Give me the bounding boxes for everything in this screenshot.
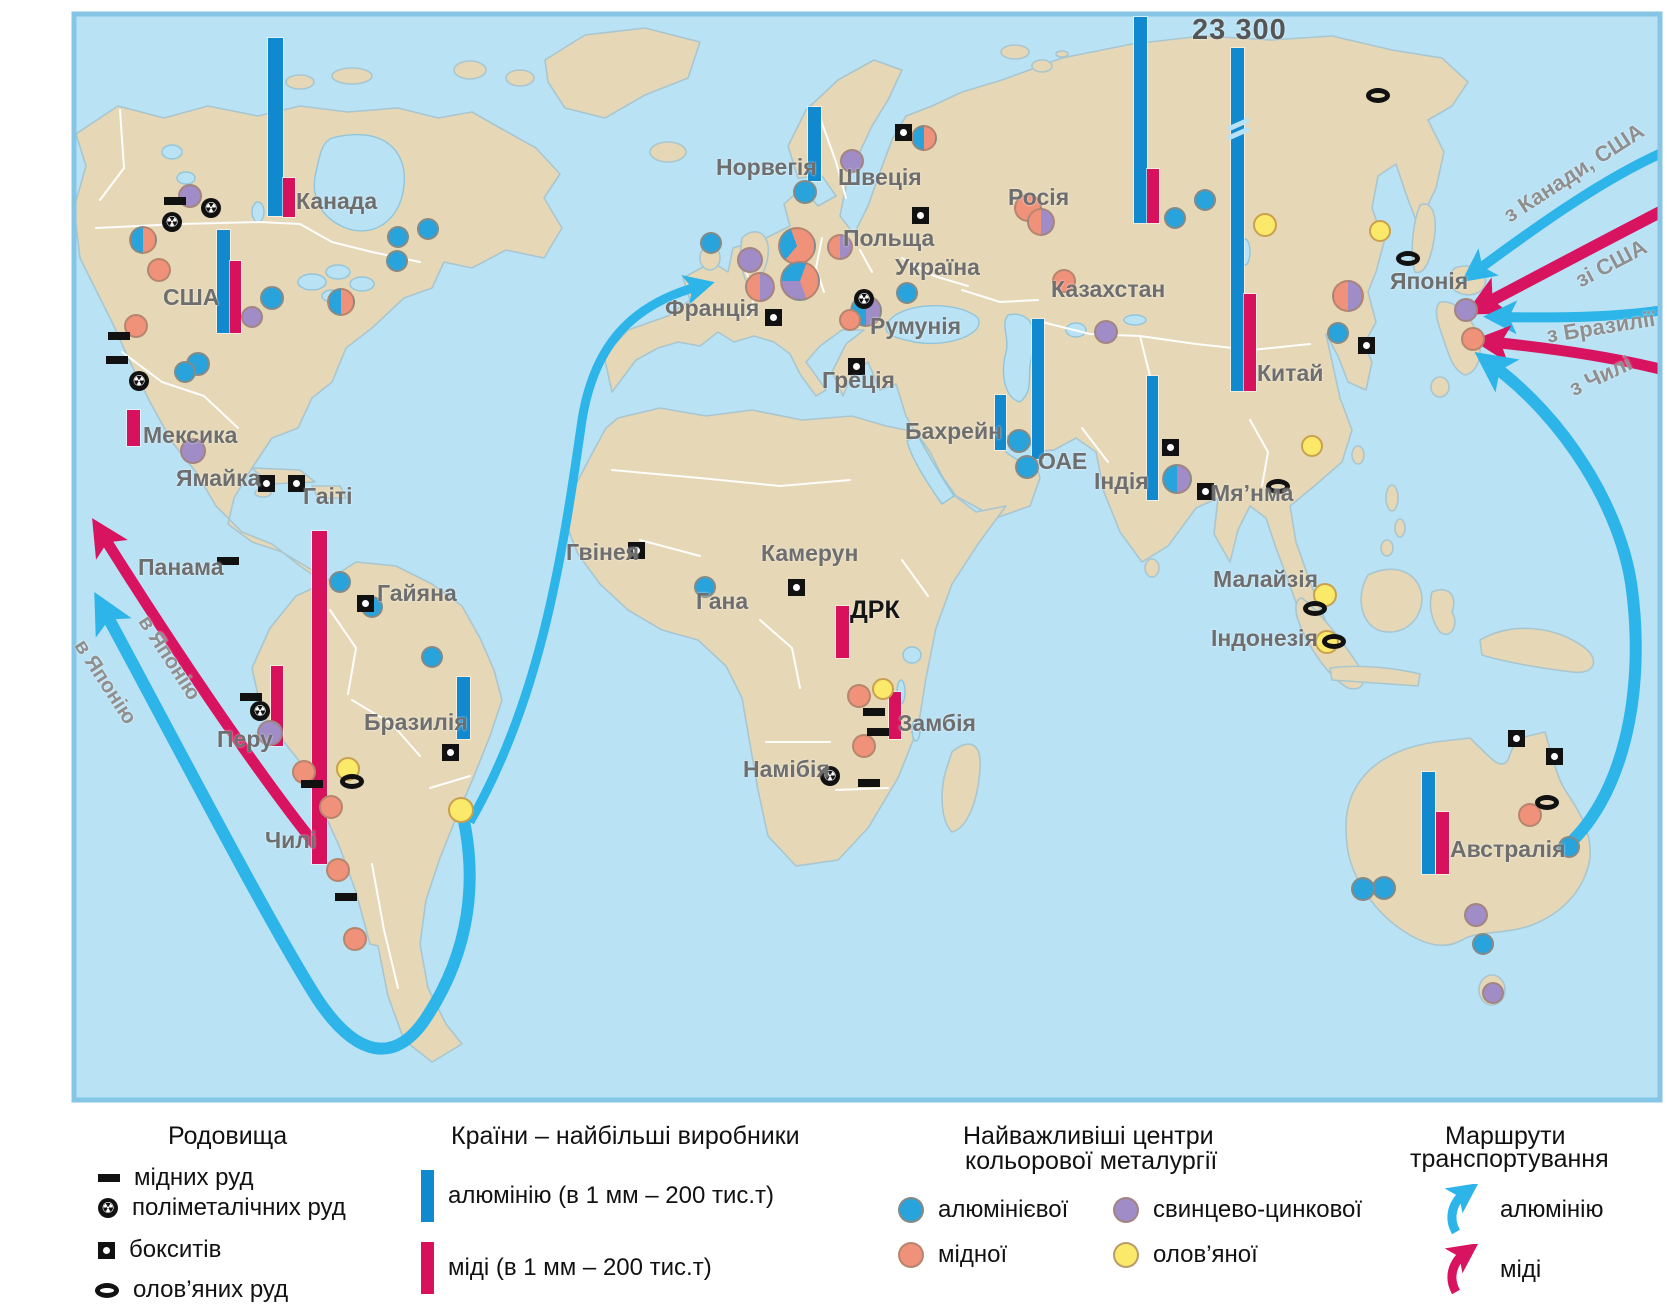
copper-transport-route [92,518,323,852]
black-sea [885,304,980,345]
aluminum-transport-route [1474,351,1642,857]
aluminum-transport-route [1461,148,1660,283]
red-sea [906,435,955,505]
hudson-bay [313,133,406,232]
madagascar [941,743,981,833]
polymetallic-ore-icon: ☢ [98,1198,118,1218]
australia-land [1345,731,1591,947]
aluminum-route-arrow-icon [1444,1184,1479,1235]
legend-producers-title: Країни – найбільші виробники [451,1122,800,1150]
legend-item: бокситів [98,1236,221,1264]
legend-item: мідних руд [98,1164,253,1192]
greenland [544,27,701,119]
legend-routes-title-line2: транспортування [1410,1145,1609,1173]
tin-ore-icon [95,1282,119,1298]
copper-bar-icon [421,1242,434,1294]
legend-item: свинцево-цинкової [1113,1196,1362,1224]
legend-centers-title-line1: Найважливіші центри [963,1122,1214,1150]
new-guinea [1479,627,1595,674]
copper-route-arrow-icon [1444,1244,1479,1295]
aluminum-transport-route [466,275,715,825]
legend-item: олов’яної [1113,1241,1258,1269]
aluminum-transport-route [1483,300,1660,335]
legend-item: міді (в 1 мм – 200 тис.т) [421,1242,712,1294]
legend-item: мідної [898,1241,1007,1269]
legend-item: алюмінію [1440,1184,1604,1236]
north-america [74,105,563,585]
legend-deposits-title: Родовища [168,1122,288,1150]
legend-centers-title-line2: кольорової металургії [965,1147,1218,1175]
copper-ore-dash-icon [98,1174,120,1182]
legend-item: алюмінію (в 1 мм – 200 тис.т) [421,1170,774,1222]
country-borders [95,109,1311,989]
africa [565,407,1007,867]
legend-item: алюмінієвої [898,1196,1068,1224]
tin-center-icon [1113,1242,1139,1268]
aluminum-center-icon [898,1197,924,1223]
bauxite-icon [98,1241,115,1259]
legend-item: міді [1440,1244,1541,1296]
transport-routes [92,148,1660,1055]
legend-item: олов’яних руд [95,1276,288,1304]
legend-item: ☢ поліметалічних руд [98,1194,346,1222]
aluminum-bar-icon [421,1170,434,1222]
map-frame [71,11,1663,1103]
copper-transport-route [1472,325,1660,375]
copper-center-icon [898,1242,924,1268]
leadzinc-center-icon [1113,1197,1139,1223]
copper-transport-route [1464,205,1660,315]
legend-routes-title-line1: Маршрути [1445,1122,1566,1150]
aluminum-transport-route [94,592,476,1055]
